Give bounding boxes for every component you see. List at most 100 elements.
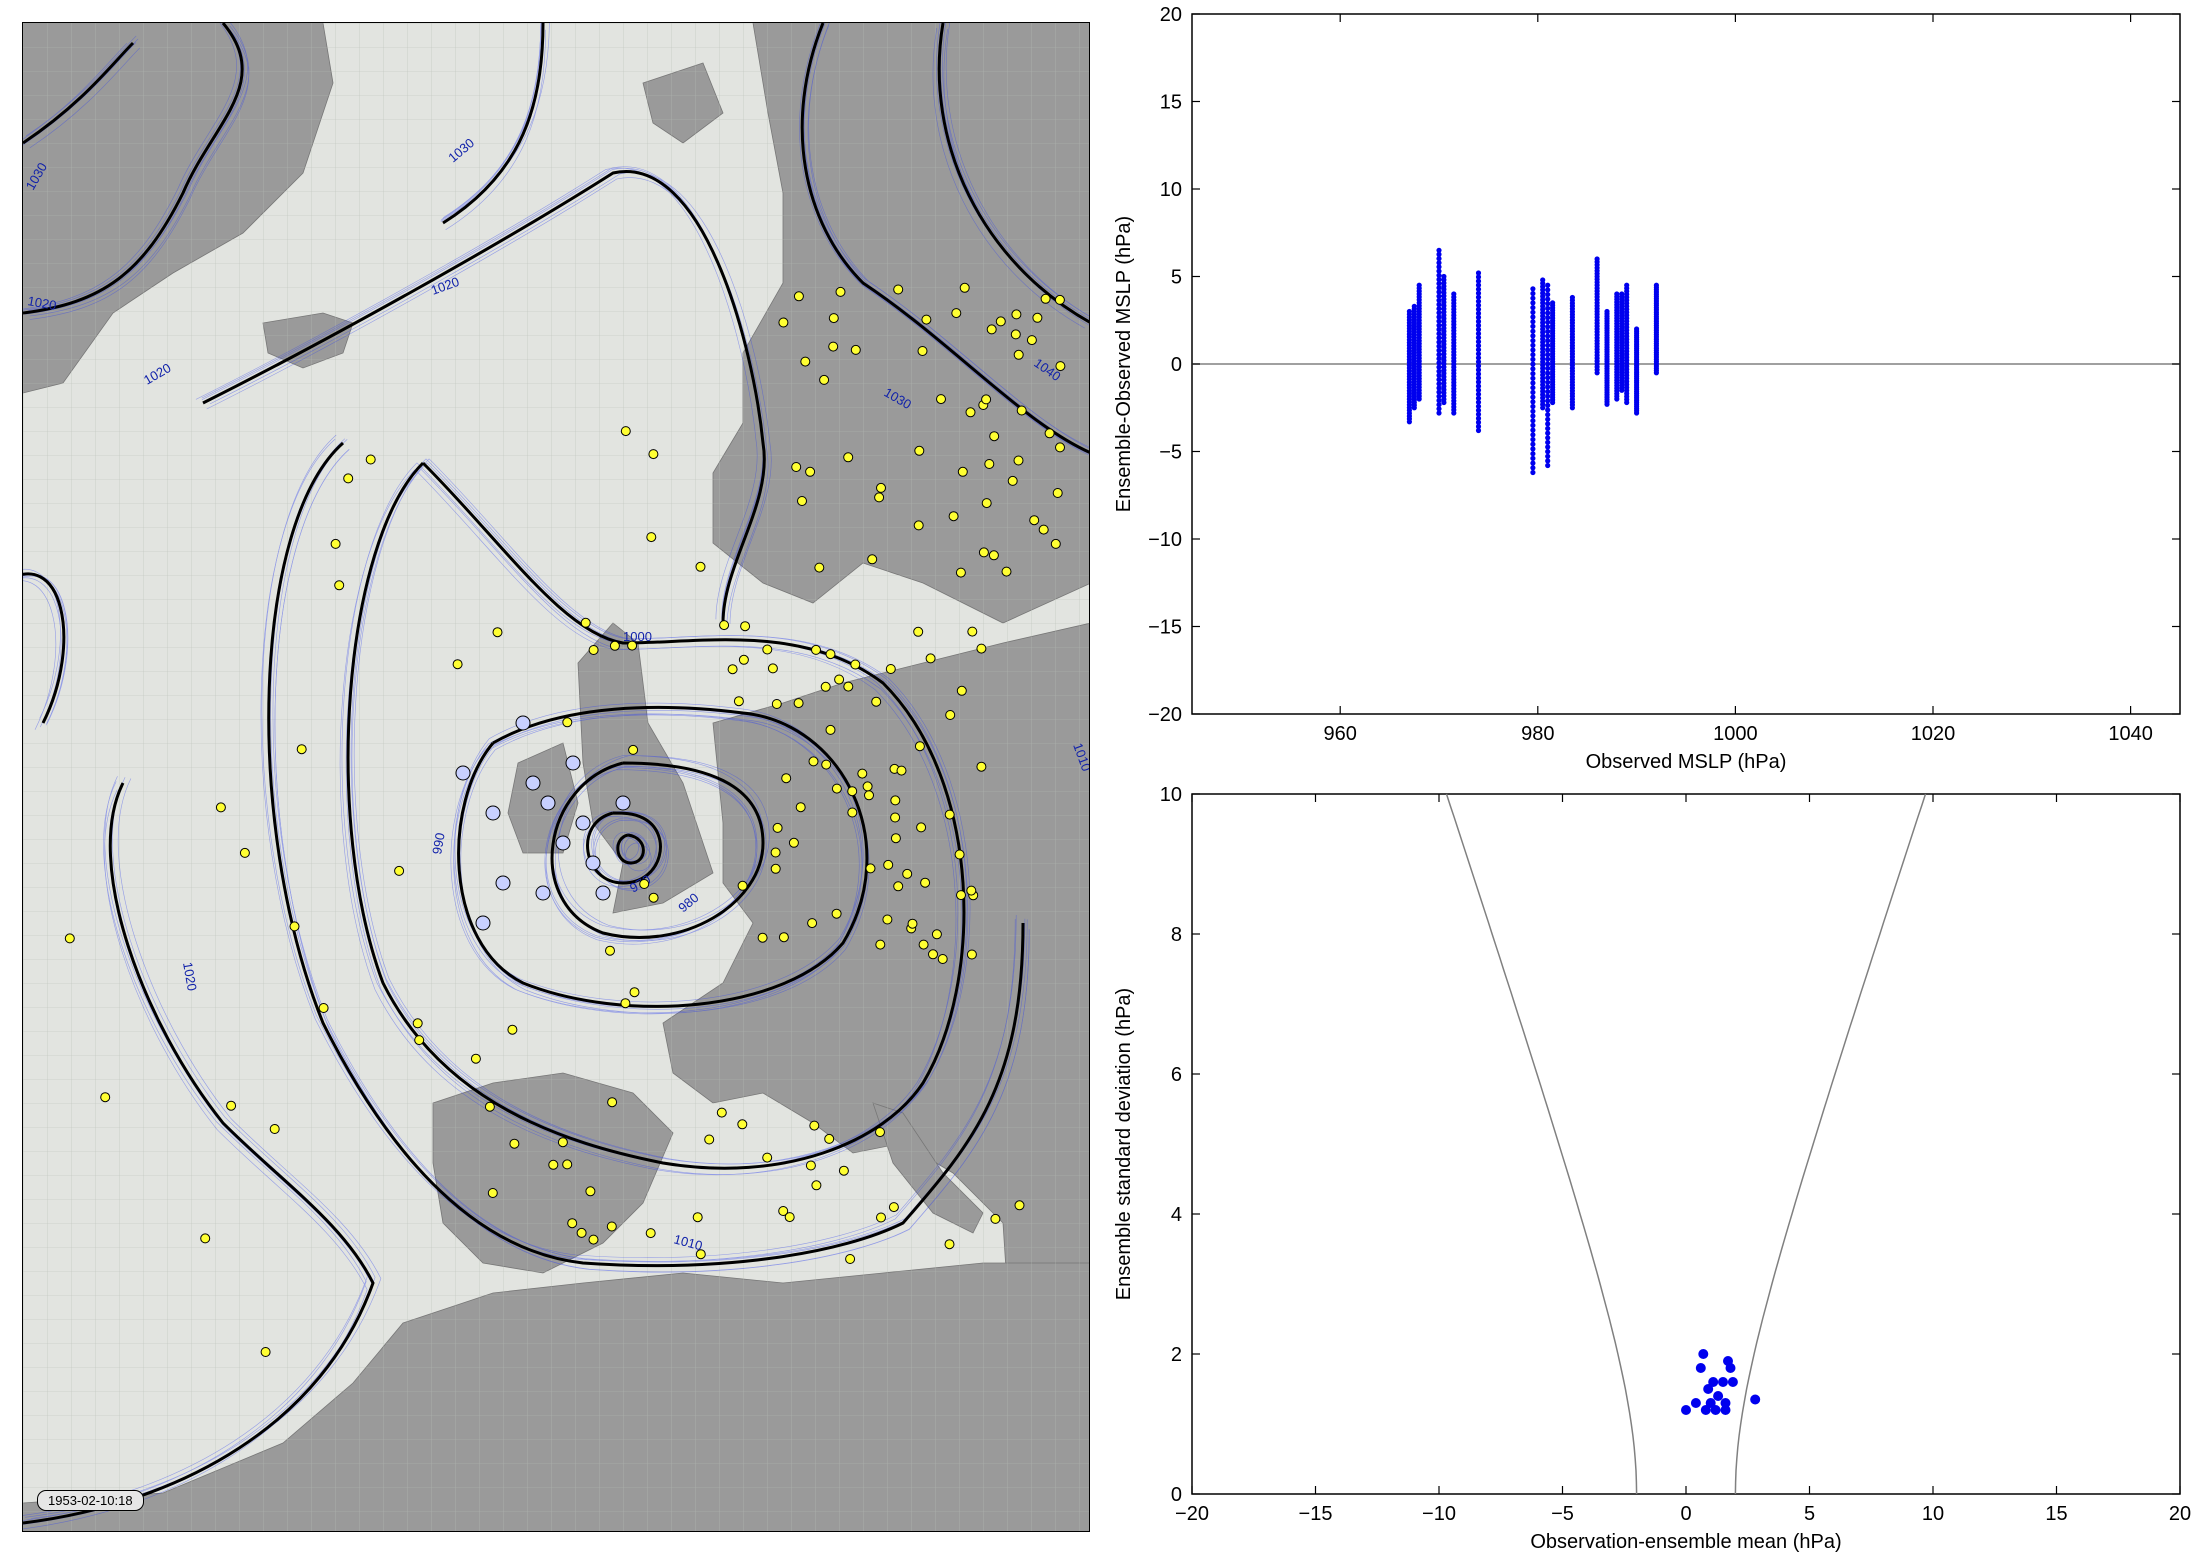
residual-point [1545,407,1551,413]
contour-960 [616,833,645,865]
residual-point [1545,356,1551,362]
observation-marker [907,918,918,929]
spread-point [1713,1391,1724,1401]
spread-point [1700,1405,1711,1415]
ensemble-line [591,811,665,883]
residual-point [1475,278,1482,284]
residual-point [1624,282,1630,288]
observation-marker [1010,329,1021,340]
observation-marker [885,664,896,674]
observation-marker [874,492,885,503]
residual-point [1436,264,1442,270]
assimilated-observation-marker [535,885,551,901]
observation-marker [959,282,970,293]
contour-990 [457,705,869,1008]
observation-marker [727,664,738,675]
x-tick-label: 5 [1804,1503,1815,1525]
observation-marker [1026,335,1037,346]
observation-marker [978,547,989,558]
ensemble-line [274,448,1030,1273]
residual-point [1545,384,1551,390]
spread-point [1725,1363,1736,1373]
observation-marker [875,939,886,950]
ensemble-line [23,23,241,311]
residual-point [1475,399,1482,405]
residual-point [1530,427,1536,433]
observation-marker [976,761,987,772]
y-tick-label: −20 [1148,704,1182,726]
residual-point [1545,301,1551,307]
residual-point [1530,408,1536,414]
assimilated-observation-marker [525,775,541,791]
observation-marker [100,1092,111,1103]
residual-point [1545,361,1551,367]
ensemble-line [209,172,772,624]
residual-point [1545,296,1551,302]
ensemble-line [545,769,758,945]
observation-marker [791,462,802,472]
ensemble-line [345,469,963,1175]
residual-point [1530,422,1536,428]
residual-point [1530,455,1536,461]
residual-point [1530,323,1536,329]
observation-marker [645,1228,656,1239]
observation-marker [606,1221,617,1232]
residual-point [1436,393,1442,399]
ensemble-line [23,42,128,140]
assimilated-observation-marker [455,765,471,781]
residual-point [1545,393,1551,399]
spread-point [1710,1405,1721,1415]
observation-marker [1013,349,1024,360]
observation-marker [931,929,942,940]
residual-point [1530,371,1536,377]
residual-point [1475,322,1482,329]
observation-marker [944,1239,955,1250]
residual-point [1545,282,1551,288]
residual-point [1475,383,1482,389]
residual-point [1545,324,1551,330]
observation-marker [914,741,925,752]
observation-marker [956,890,966,901]
observation-marker [64,933,75,944]
residual-point [1530,290,1536,297]
contour-1020-west [23,782,375,1525]
observation-marker [585,1186,596,1197]
observation-marker [695,561,706,572]
residual-point [1530,380,1536,386]
observation-marker [865,863,876,874]
residual-point [1545,287,1551,293]
observation-marker [778,317,789,328]
observation-marker [984,459,995,469]
residual-point [1436,251,1442,257]
residual-point [1545,421,1551,427]
observation-marker [988,550,999,561]
assimilated-observation-marker [540,795,556,811]
residual-point [1604,308,1610,315]
residual-point [1436,364,1442,370]
observation-marker [990,1213,1001,1224]
y-tick-label: 4 [1171,1204,1182,1226]
residual-point [1619,291,1625,297]
observation-marker [737,1119,748,1130]
observation-marker [719,620,730,631]
spread-point [1703,1384,1714,1394]
ensemble-line [29,47,141,149]
observation-marker [835,286,846,297]
spread-point [1727,1377,1738,1387]
residual-point [1475,395,1482,401]
residual-point [1545,412,1551,418]
residual-point [1475,274,1482,280]
ensemble-line [593,818,667,890]
residual-point [1530,366,1536,372]
x-tick-label: 15 [2045,1503,2067,1525]
observation-marker [954,849,965,860]
observation-marker [797,496,807,506]
observation-marker [913,520,924,531]
x-tick-label: 980 [1521,723,1554,745]
observation-marker [343,473,354,484]
ensemble-line [445,29,546,231]
residual-point [1634,326,1640,332]
residual-point [1436,276,1442,283]
residual-point [1436,247,1442,253]
contour-label: 990 [429,832,448,856]
